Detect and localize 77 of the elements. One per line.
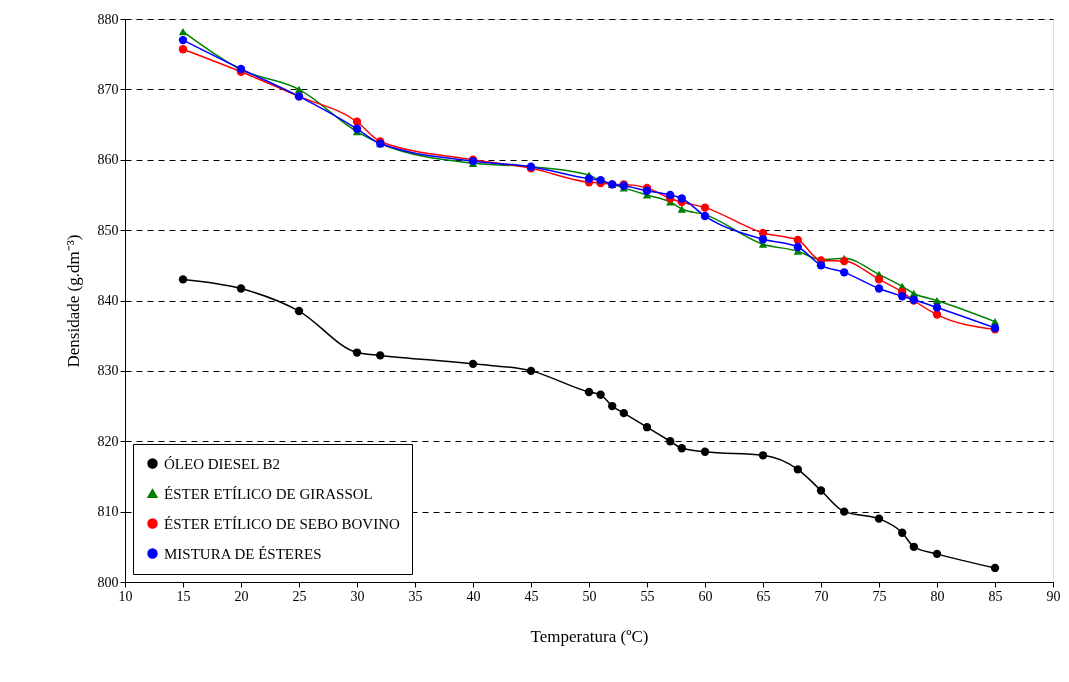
x-tick-label: 60 [698,588,713,604]
x-tick-label: 80 [930,588,945,604]
point [909,542,918,551]
point [352,117,362,126]
x-tick-label: 85 [988,588,1003,604]
point [178,35,188,45]
point [840,268,849,277]
point [468,359,478,369]
point [584,387,594,397]
point [619,408,628,418]
point [932,303,942,312]
point [677,205,686,213]
point [666,437,675,446]
point [898,292,907,301]
x-tick-label: 70 [814,588,829,604]
point [236,284,246,293]
legend-label: ÓLEO DIESEL B2 [164,455,281,472]
point [584,174,594,183]
point [376,351,385,360]
point [178,28,188,36]
point [526,366,536,376]
y-tick-label: 820 [97,433,119,449]
point [874,284,884,293]
point [178,275,188,284]
legend-label: ÉSTER ETÍLICO DE SEBO BOVINO [164,515,400,532]
y-tick-label: 810 [97,504,119,520]
y-tick-label: 840 [97,293,119,308]
x-axis-title: Temperatura (ºC) [530,626,649,646]
point [840,507,849,516]
point [352,348,362,357]
y-tick-label: 850 [97,222,119,238]
x-tick-label: 65 [756,588,771,604]
x-tick-label: 90 [1046,588,1061,604]
point [816,261,826,270]
legend-label: ÉSTER ETÍLICO DE GIRASSOL [164,485,373,502]
y-axis-title: Densidade (g.dm⁻³) [63,234,83,368]
point [642,423,652,432]
point [874,514,884,523]
point [840,256,849,266]
y-tick-label: 800 [97,574,119,590]
x-tick-label: 25 [292,588,307,604]
x-tick-label: 55 [640,588,655,604]
x-tick-label: 35 [408,588,423,604]
x-tick-label: 50 [582,588,597,604]
point [793,242,802,252]
x-tick-label: 40 [466,588,481,604]
x-tick-label: 15 [176,588,191,604]
y-tick-label: 870 [97,81,119,97]
point [898,528,907,537]
point [932,296,942,305]
point [793,465,802,474]
point [677,444,686,453]
point [178,45,188,54]
point [352,124,362,133]
x-tick-label: 20 [234,588,249,604]
point [596,390,605,399]
point [294,306,304,316]
point [932,549,942,559]
y-tick-label: 860 [97,152,119,168]
point [677,194,686,203]
point [816,486,826,495]
point [758,451,768,460]
point [666,190,675,200]
point [990,563,1000,573]
x-tick-label: 75 [872,588,887,604]
point [608,401,617,411]
y-tick-label: 830 [97,363,119,379]
x-tick-label: 30 [350,588,365,604]
point [932,310,942,319]
x-tick-label: 10 [118,588,133,604]
point [874,275,884,284]
point [758,235,768,244]
legend-label: MISTURA DE ÉSTERES [164,545,322,562]
point [700,203,710,212]
y-tick-label: 880 [97,11,119,27]
x-tick-label: 45 [524,588,539,604]
point [700,447,710,456]
